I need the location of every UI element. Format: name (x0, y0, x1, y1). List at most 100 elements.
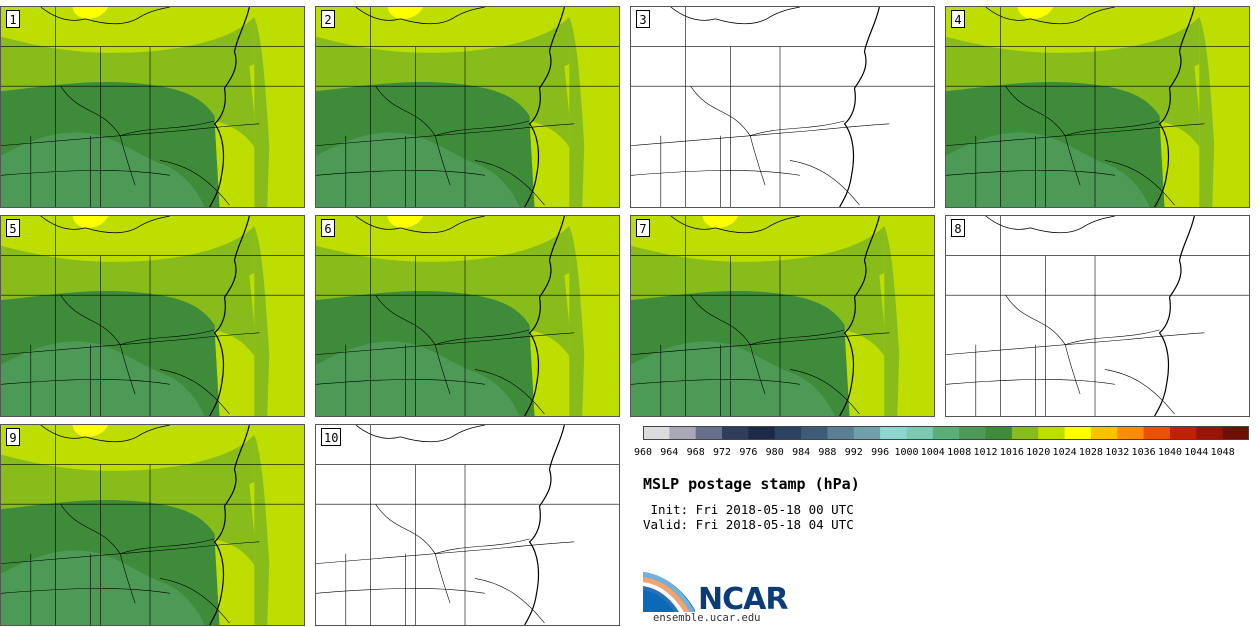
coastline (524, 7, 565, 207)
pressure-contour-fill (214, 120, 263, 207)
state-border (946, 123, 1205, 146)
state-border (1, 332, 260, 355)
state-border (375, 504, 530, 555)
pressure-contour-fill (316, 132, 520, 207)
coastline (839, 7, 880, 207)
state-border (1, 170, 170, 176)
colorbar-tick-label: 964 (660, 447, 679, 458)
state-border (434, 135, 451, 186)
colorbar-tick-label: 1012 (973, 447, 998, 458)
state-border (631, 123, 890, 146)
great-lakes-outline (985, 216, 1115, 234)
map-3 (631, 7, 934, 207)
state-border (946, 379, 1115, 385)
map-6 (316, 216, 619, 416)
colorbar-swatch (643, 426, 670, 440)
state-border (434, 344, 451, 395)
state-border (1064, 344, 1081, 395)
state-border (1, 379, 170, 385)
great-lakes-outline (40, 425, 170, 443)
colorbar-tick-label: 1036 (1131, 447, 1156, 458)
colorbar-swatch (1117, 426, 1145, 440)
state-border (789, 369, 860, 415)
coastline (1154, 7, 1195, 207)
state-border (474, 578, 545, 624)
pressure-contour-fill (884, 225, 900, 416)
pressure-contour-fill (946, 132, 1150, 207)
colorbar-swatch (748, 426, 776, 440)
stamp-panel-4: 4 (945, 6, 1250, 208)
pressure-contour-fill (72, 425, 109, 437)
state-border (119, 344, 136, 395)
stamp-panel-10: 10 (315, 424, 620, 626)
colorbar-swatch (932, 426, 960, 440)
state-border (631, 332, 890, 355)
colorbar-tick-label: 1048 (1210, 447, 1235, 458)
state-border (1005, 295, 1160, 346)
colorbar-swatch (669, 426, 697, 440)
state-border (946, 332, 1205, 355)
panel-label: 6 (321, 219, 335, 237)
colorbar-swatch (853, 426, 881, 440)
colorbar-tick-label: 1020 (1026, 447, 1051, 458)
map-4 (946, 7, 1249, 207)
pressure-contour-fill (214, 329, 263, 416)
site-url[interactable]: ensemble.ucar.edu (653, 612, 761, 624)
pressure-contour-fill (569, 16, 585, 207)
great-lakes-outline (40, 7, 170, 25)
coastline (524, 425, 565, 625)
valid-time: Valid: Fri 2018-05-18 04 UTC (643, 517, 854, 532)
map-8 (946, 216, 1249, 416)
pressure-contour-fill (529, 120, 578, 207)
colorbar-swatch (1143, 426, 1171, 440)
state-border (690, 86, 845, 137)
state-border (1104, 369, 1175, 415)
state-border (159, 160, 230, 206)
panel-label: 3 (636, 10, 650, 28)
coastline (1154, 216, 1195, 416)
coastline (209, 425, 250, 625)
pressure-contour-fill (387, 216, 424, 228)
stamp-panel-7: 7 (630, 215, 935, 417)
state-border (316, 588, 485, 594)
colorbar-swatch (695, 426, 723, 440)
state-border (474, 369, 545, 415)
map-9 (1, 425, 304, 625)
colorbar-tick-label: 984 (792, 447, 811, 458)
ncar-wordmark: NCAR (698, 582, 788, 617)
colorbar-swatch (959, 426, 987, 440)
pressure-contour-fill (844, 329, 893, 416)
state-border (1, 123, 260, 146)
pressure-contour-fill (254, 225, 270, 416)
great-lakes-outline (985, 7, 1115, 25)
colorbar-tick-label: 980 (765, 447, 784, 458)
great-lakes-outline (670, 7, 800, 25)
colorbar-tick-label: 1024 (1052, 447, 1077, 458)
pressure-contour-fill (1017, 7, 1054, 19)
state-border (316, 123, 575, 146)
coastline (209, 7, 250, 207)
great-lakes-outline (355, 216, 485, 234)
colorbar-swatch (1090, 426, 1118, 440)
state-border (316, 379, 485, 385)
great-lakes-outline (355, 7, 485, 25)
map-5 (1, 216, 304, 416)
panel-label: 10 (321, 428, 342, 446)
colorbar-tick-label: 1040 (1157, 447, 1183, 458)
map-2 (316, 7, 619, 207)
panel-label: 8 (951, 219, 965, 237)
pressure-contour-fill (702, 216, 739, 228)
colorbar-tick-label: 992 (844, 447, 863, 458)
panel-label: 5 (6, 219, 20, 237)
colorbar-tick-label: 1016 (999, 447, 1024, 458)
pressure-contour-fill (1, 550, 205, 625)
state-border (1, 588, 170, 594)
colorbar-tick-label: 976 (739, 447, 758, 458)
state-border (1, 541, 260, 564)
colorbar-tick-label: 960 (633, 447, 653, 458)
map-10 (316, 425, 619, 625)
pressure-contour-fill (631, 341, 835, 416)
pressure-contour-fill (1, 132, 205, 207)
stamp-panel-9: 9 (0, 424, 305, 626)
colorbar-swatch (722, 426, 749, 440)
